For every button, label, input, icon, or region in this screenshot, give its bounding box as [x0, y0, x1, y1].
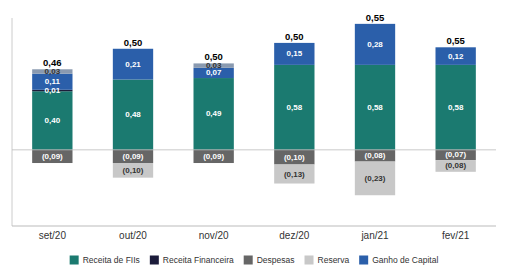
- x-axis-line: [12, 226, 496, 227]
- bar-segment: [274, 164, 314, 183]
- legend-swatch: [359, 256, 368, 265]
- bar-segment: [274, 65, 314, 150]
- total-label: 0,50: [204, 51, 223, 62]
- data-label: 0,03: [45, 67, 61, 76]
- legend-label: Reserva: [318, 255, 350, 265]
- chart: 0,40 0,48 0,49 0,58 0,58 0,58 0,01 (0,09) (0,09)…: [0, 0, 508, 276]
- data-label: (0,09): [203, 152, 224, 161]
- data-label: (0,09): [123, 152, 144, 161]
- data-label: 0,40: [45, 116, 61, 125]
- zero-line: [12, 149, 496, 150]
- legend-item: Receita Financeira: [150, 255, 234, 265]
- bar-segment: [113, 49, 153, 80]
- data-label: 0,58: [448, 103, 464, 112]
- bar-segment: [194, 78, 234, 150]
- legend-label: Ganho de Capital: [372, 255, 438, 265]
- legend-item: Ganho de Capital: [359, 255, 438, 265]
- x-tick-label: jan/21: [360, 230, 389, 241]
- data-labels: 0,40 0,48 0,49 0,58 0,58 0,58 0,01 (0,09) (0,09)…: [42, 40, 467, 183]
- bar-segment: [32, 150, 72, 163]
- total-label: 0,46: [43, 57, 62, 68]
- data-label: (0,09): [42, 152, 63, 161]
- legend-label: Receita de FIIs: [83, 255, 140, 265]
- bar-segment: [274, 43, 314, 65]
- bar-segment: [355, 23, 395, 24]
- legend-swatch: [305, 256, 314, 265]
- bar-segment: [274, 42, 314, 43]
- x-tick-label: nov/20: [199, 230, 229, 241]
- legend: Receita de FIIs Receita Financeira Despesa…: [70, 255, 439, 265]
- bar-segment: [355, 150, 395, 162]
- x-tick-label: set/20: [39, 230, 67, 241]
- bar-segment: [32, 91, 72, 150]
- data-label: 0,01: [45, 86, 61, 95]
- data-label: (0,13): [284, 170, 305, 179]
- data-label: 0,15: [287, 49, 303, 58]
- data-label: 0,58: [287, 103, 303, 112]
- bar-segment: [436, 150, 476, 160]
- data-label: 0,48: [125, 110, 141, 119]
- legend-swatch: [150, 256, 159, 265]
- bar-segment: [436, 47, 476, 65]
- bar-segment: [113, 80, 153, 150]
- total-label: 0,55: [446, 35, 465, 46]
- legend-item: Receita de FIIs: [70, 255, 140, 265]
- data-label: (0,08): [365, 151, 386, 160]
- data-label: 0,49: [206, 109, 222, 118]
- bar-segment: [113, 48, 153, 49]
- y-axis-line: [12, 18, 13, 226]
- x-tick-label: dez/20: [279, 230, 309, 241]
- legend-swatch: [70, 256, 79, 265]
- legend-item: Despesas: [244, 255, 295, 265]
- data-label: (0,10): [123, 166, 144, 175]
- data-label: 0,12: [448, 52, 464, 61]
- data-label: (0,23): [365, 174, 386, 183]
- data-label: (0,08): [445, 161, 466, 170]
- bar-segment: [436, 65, 476, 150]
- data-label: 0,11: [45, 77, 61, 86]
- legend-label: Receita Financeira: [163, 255, 234, 265]
- bar-segment: [194, 150, 234, 163]
- x-tick-label: fev/21: [442, 230, 470, 241]
- legend-swatch: [244, 256, 253, 265]
- data-label: 0,58: [367, 103, 383, 112]
- data-label: 0,21: [125, 60, 141, 69]
- data-label: (0,10): [284, 153, 305, 162]
- bar-segment: [113, 150, 153, 163]
- bar-segment: [274, 150, 314, 165]
- legend-item: Reserva: [305, 255, 350, 265]
- bars: [32, 24, 476, 195]
- x-tick-label: out/20: [119, 230, 147, 241]
- bar-segment: [355, 65, 395, 150]
- total-label: 0,55: [366, 12, 385, 23]
- bar-segment: [113, 163, 153, 178]
- legend-label: Despesas: [257, 255, 295, 265]
- bar-segment: [436, 160, 476, 172]
- total-label: 0,50: [285, 31, 304, 42]
- data-label: 0,03: [206, 61, 222, 70]
- data-label: (0,07): [445, 150, 466, 159]
- total-label: 0,50: [124, 37, 143, 48]
- bar-segment: [355, 162, 395, 196]
- bar-segment: [355, 24, 395, 65]
- bar-segment: [436, 47, 476, 48]
- data-label: 0,28: [367, 40, 383, 49]
